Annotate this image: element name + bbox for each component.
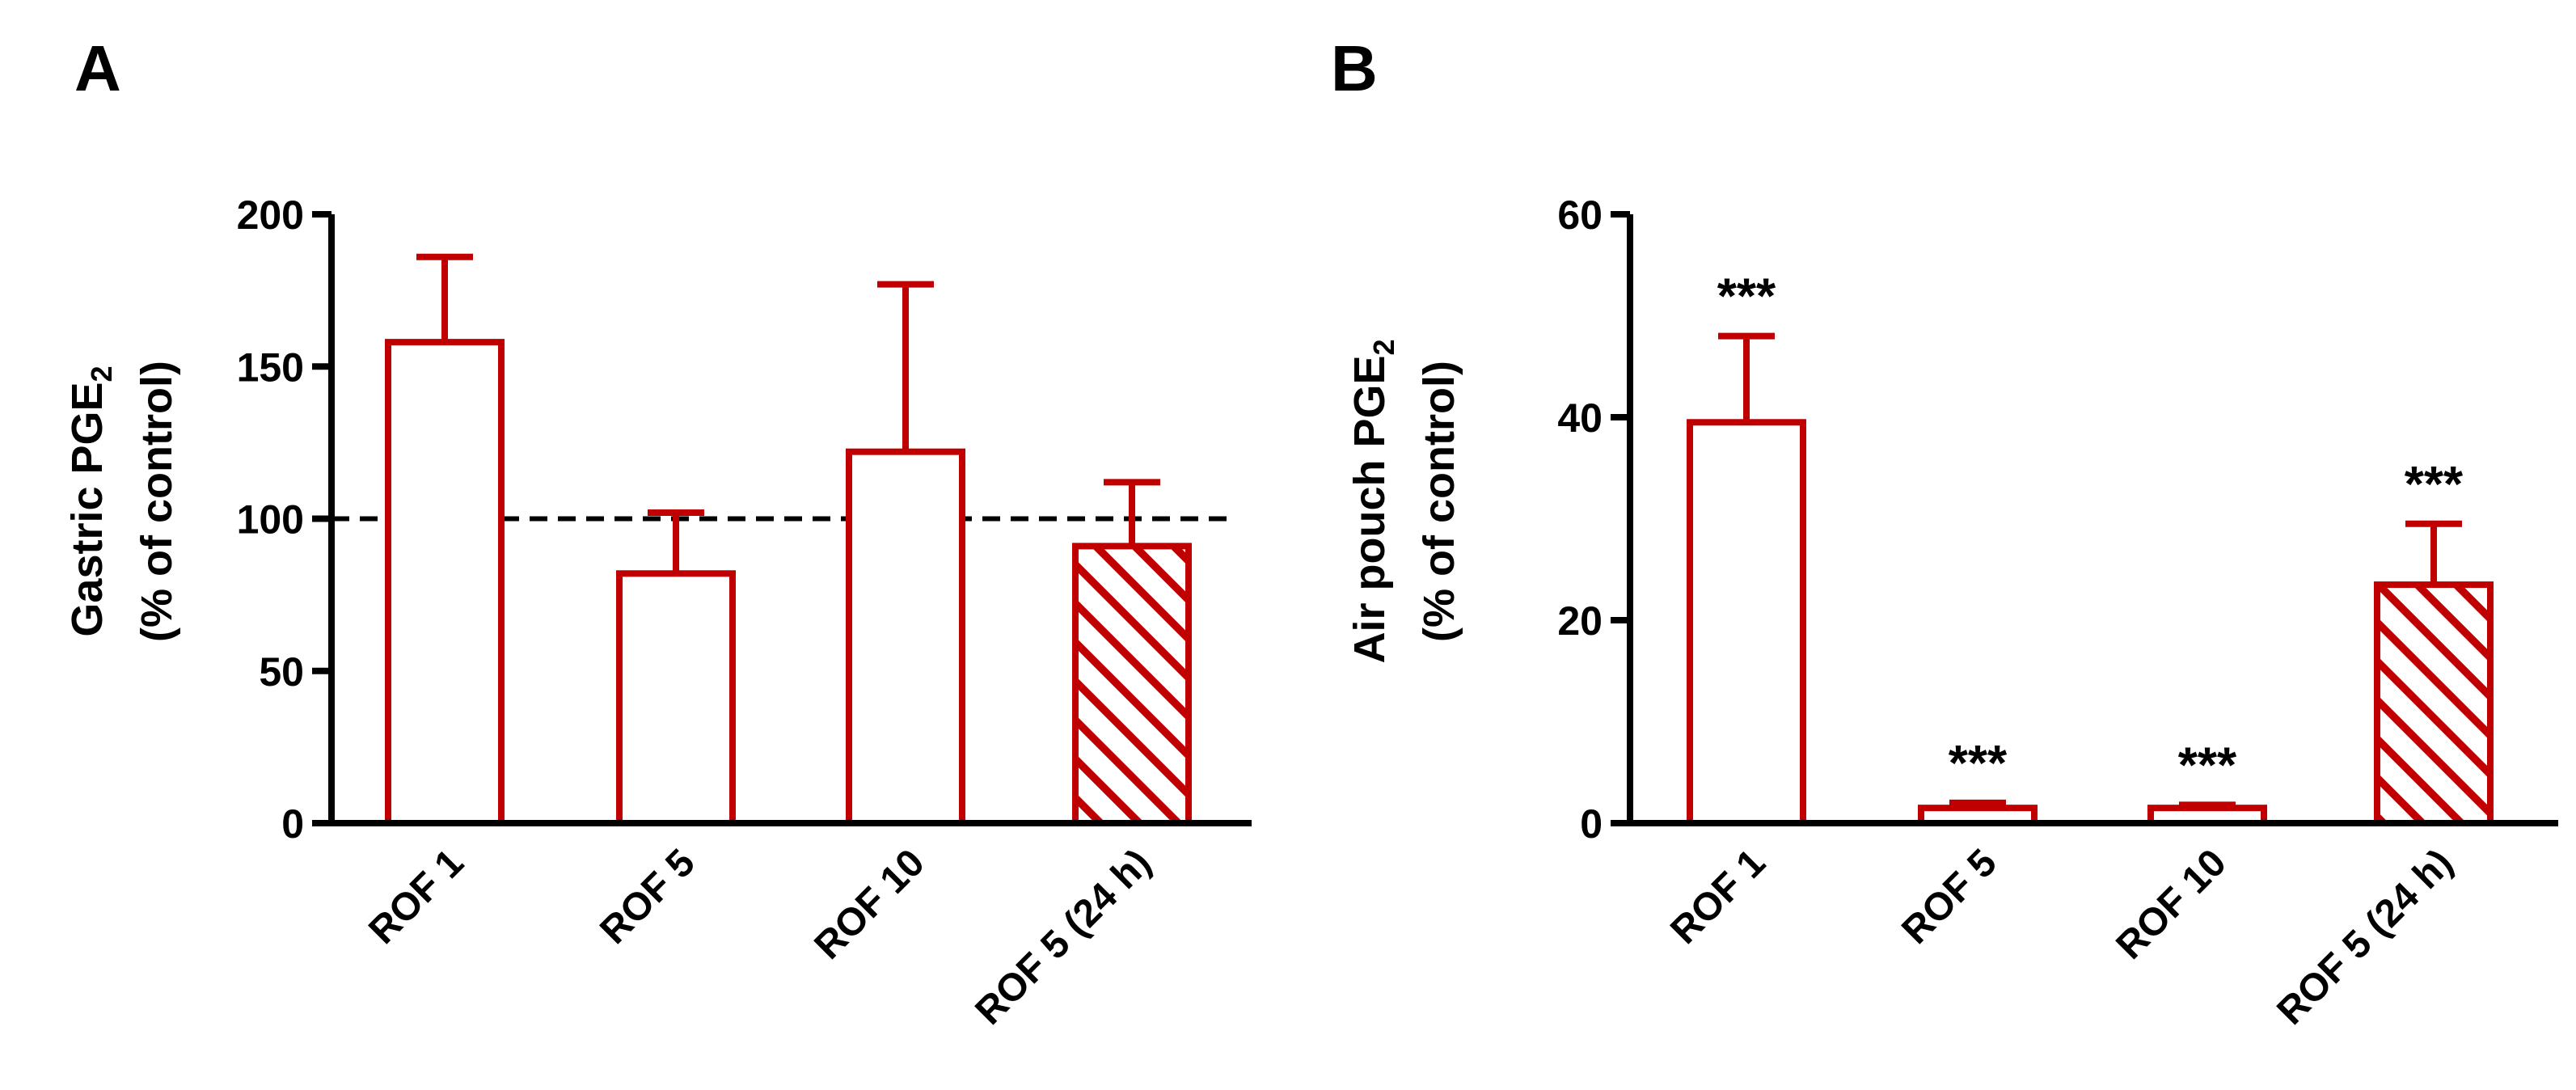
panel-b-bar bbox=[2374, 581, 2494, 826]
panel-b-category-label: ROF 10 bbox=[2108, 841, 2234, 967]
panel-b-bar bbox=[1687, 419, 1806, 827]
panel-a-y-tick-label: 200 bbox=[237, 192, 304, 238]
panel-a-y-title-subscript: 2 bbox=[85, 365, 118, 382]
panel-a-bar bbox=[385, 339, 505, 826]
panel-a-y-tick-label: 50 bbox=[259, 649, 304, 695]
panel-a-y-axis-title-line2: (% of control) bbox=[133, 361, 181, 642]
panel-a: A Gastric PGE2 (% of control) ROF 1 ROF 5… bbox=[63, 32, 1252, 1033]
panel-b-category-label: ROF 5 (24 h) bbox=[2269, 841, 2460, 1033]
panel-b-y-axis-title: Air pouch PGE2 bbox=[1345, 339, 1400, 663]
panel-b-category-label: ROF 1 bbox=[1662, 841, 1773, 952]
panel-b-y-title-main: Air pouch PGE bbox=[1345, 355, 1394, 663]
panel-a-category-label: ROF 1 bbox=[361, 841, 471, 952]
panel-a-y-tick-label: 150 bbox=[237, 344, 304, 390]
panel-a-y-axis-title: Gastric PGE2 bbox=[63, 365, 118, 636]
panel-a-bar bbox=[1072, 543, 1192, 826]
panel-a-category-label: ROF 5 bbox=[592, 841, 703, 952]
panel-a-category-label: ROF 5 (24 h) bbox=[967, 841, 1159, 1033]
panel-b-letter: B bbox=[1331, 32, 1378, 104]
panel-a-y-title-main: Gastric PGE bbox=[63, 382, 112, 636]
panel-a-bar bbox=[616, 570, 736, 827]
panel-b-significance: *** bbox=[2178, 737, 2237, 793]
panel-b-y-tick-label: 60 bbox=[1557, 192, 1603, 238]
panel-b-y-tick-label: 0 bbox=[1580, 801, 1603, 847]
panel-b-significance: *** bbox=[1949, 736, 2008, 792]
panel-b: B Air pouch PGE2 (% of control) *** ROF 1… bbox=[1331, 32, 2558, 1033]
panel-b-y-tick-label: 40 bbox=[1557, 395, 1603, 441]
panel-b-y-tick-label: 20 bbox=[1557, 598, 1603, 644]
panel-a-y-tick-label: 0 bbox=[281, 801, 304, 847]
panel-a-letter: A bbox=[74, 32, 121, 104]
panel-a-bar bbox=[846, 448, 965, 826]
panel-a-y-tick-label: 100 bbox=[237, 497, 304, 543]
panel-b-y-axis-title-line2: (% of control) bbox=[1415, 361, 1463, 642]
panel-b-significance: *** bbox=[1717, 269, 1776, 325]
panel-a-category-label: ROF 10 bbox=[806, 841, 932, 967]
panel-b-category-label: ROF 5 bbox=[1894, 841, 2004, 952]
panel-b-y-title-subscript: 2 bbox=[1367, 339, 1400, 355]
panel-b-significance: *** bbox=[2405, 457, 2464, 513]
